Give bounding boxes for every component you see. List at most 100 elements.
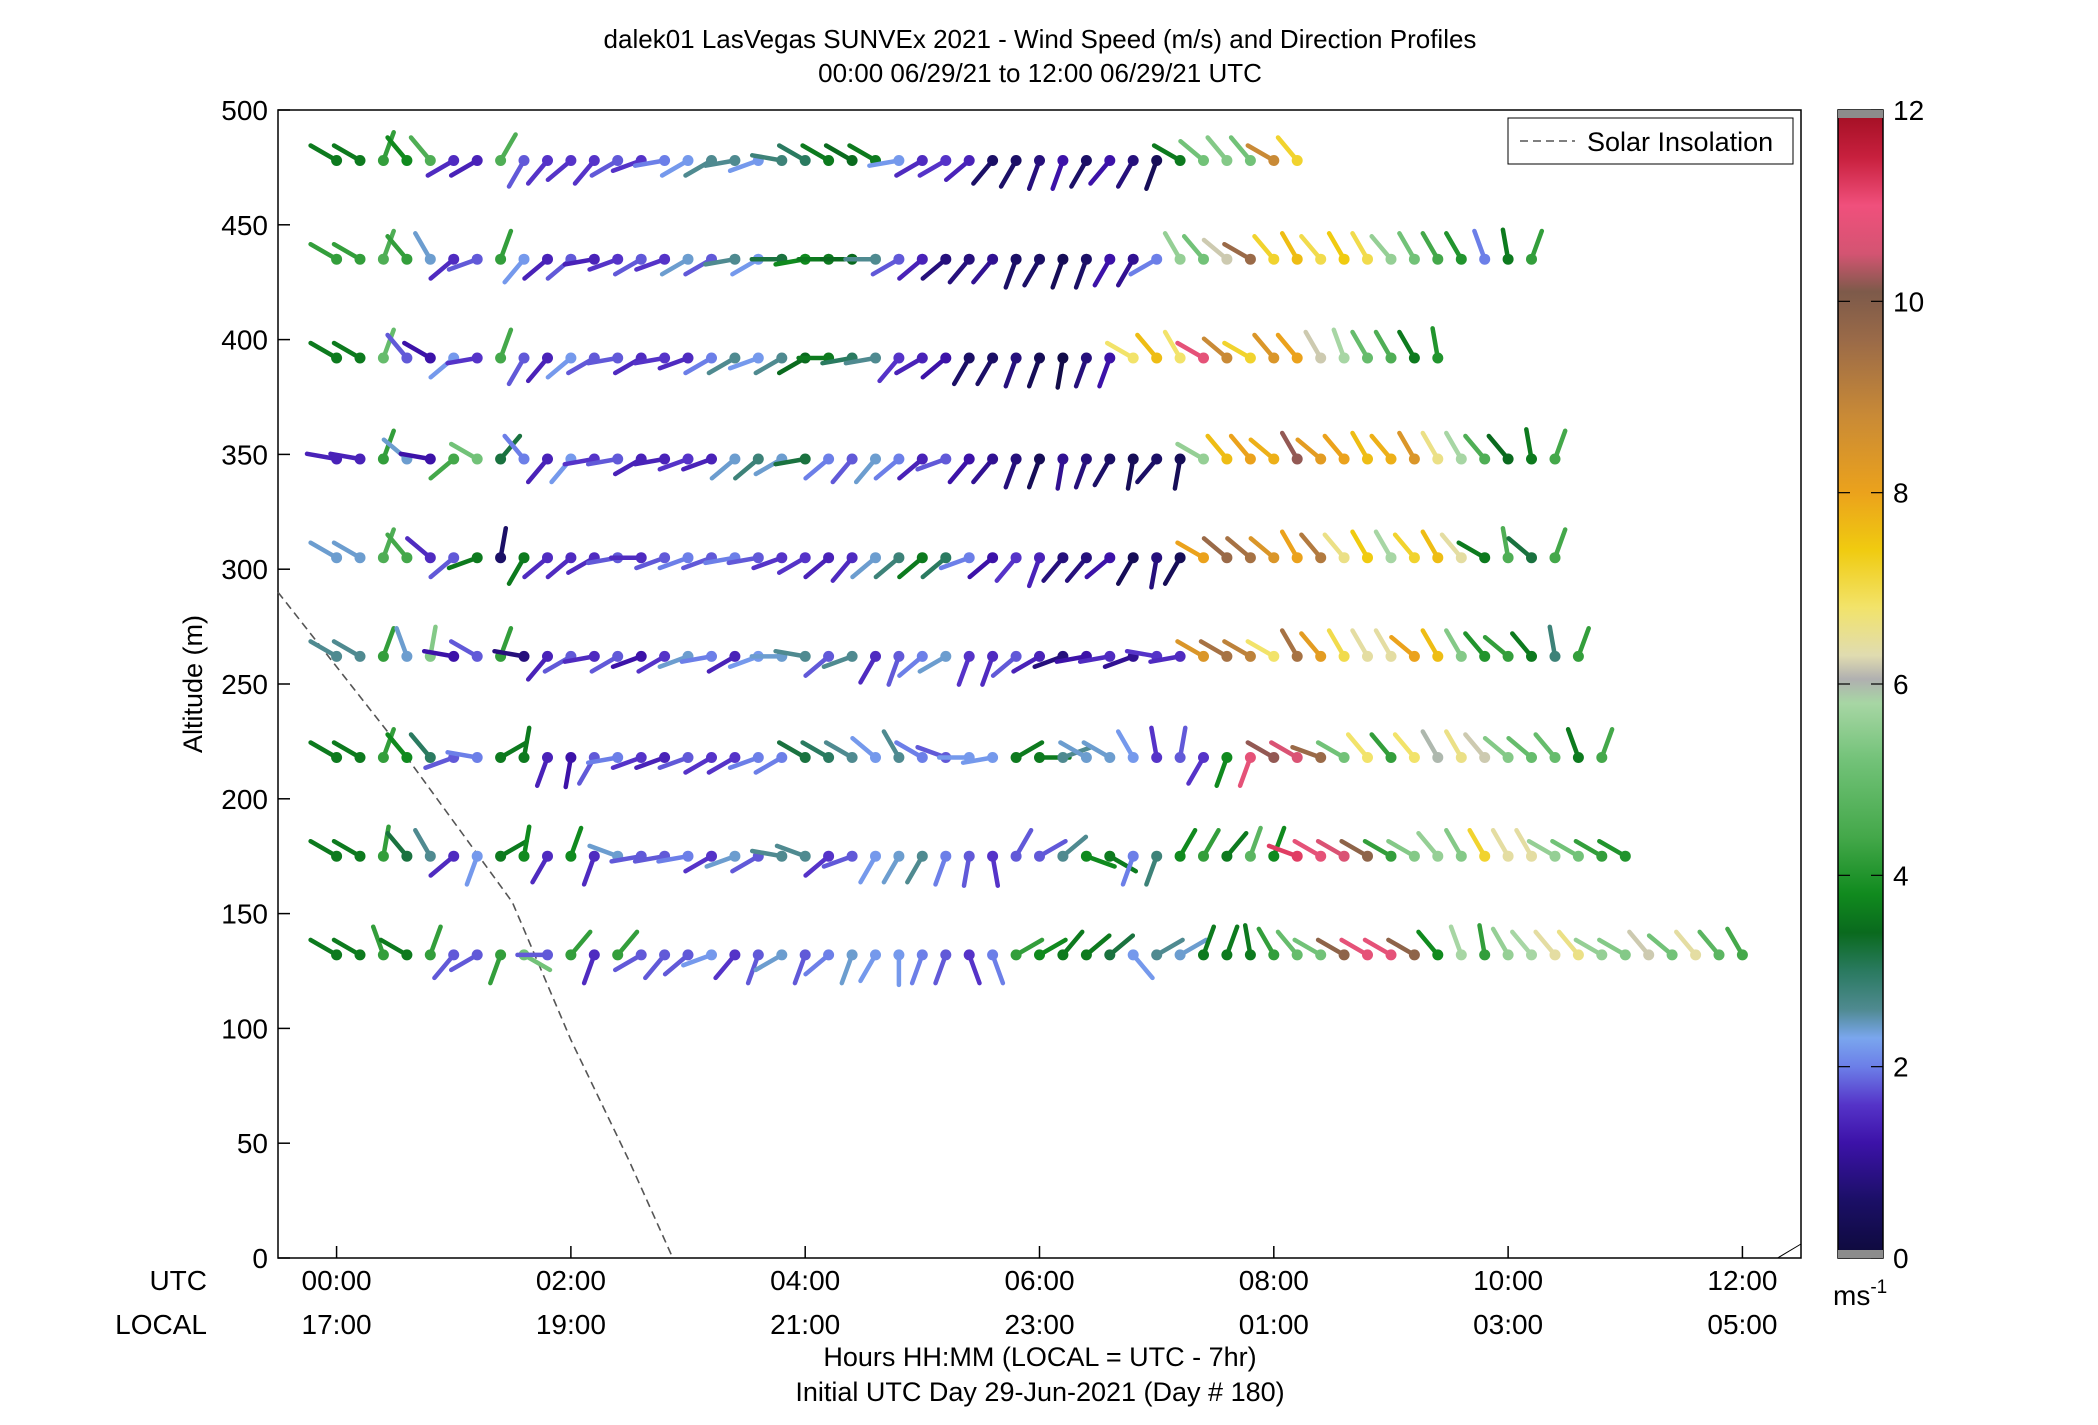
wind-barb	[1597, 838, 1631, 862]
wind-barb	[683, 850, 717, 874]
wind-barb	[1526, 838, 1561, 862]
wind-barb	[776, 143, 811, 166]
wind-barb	[897, 650, 928, 678]
wind-barb	[308, 838, 343, 862]
wind-barb	[1041, 552, 1069, 583]
wind-barb	[1627, 929, 1655, 961]
wind-barb	[495, 433, 523, 465]
wind-barb	[897, 253, 928, 281]
wind-barb	[1073, 453, 1092, 490]
wind-barb	[733, 453, 764, 481]
colorbar-tick-label: 8	[1893, 478, 1909, 509]
wind-barb	[1125, 453, 1139, 491]
wind-barb	[1077, 650, 1116, 664]
wind-barb	[894, 352, 928, 376]
wind-barb	[1127, 949, 1155, 981]
wind-barb	[530, 850, 553, 885]
wind-barb	[581, 949, 600, 986]
wind-barb	[522, 552, 553, 580]
x-tick-label-local: 23:00	[1004, 1309, 1074, 1340]
wind-barb	[1397, 231, 1420, 265]
x-tick-label-utc: 06:00	[1004, 1265, 1074, 1296]
y-tick-label: 450	[221, 210, 268, 241]
wind-barb	[1084, 552, 1116, 580]
wind-barb	[933, 850, 952, 887]
wind-barb	[703, 253, 741, 267]
wind-barb	[1279, 231, 1303, 265]
wind-barb	[612, 949, 647, 973]
wind-barb	[1482, 634, 1514, 662]
wind-barb	[495, 132, 518, 166]
wind-barb	[1198, 827, 1221, 862]
wind-barb	[726, 552, 764, 566]
wind-barb	[1222, 241, 1256, 265]
wind-barb	[502, 433, 530, 465]
wind-barb	[1055, 453, 1069, 491]
wind-barb	[893, 949, 905, 988]
wind-barb	[776, 552, 811, 575]
wind-barb	[328, 451, 366, 465]
wind-barb	[1350, 231, 1373, 265]
wind-barb	[881, 729, 905, 763]
wind-barb	[1205, 135, 1233, 166]
x-tick-label-local: 19:00	[536, 1309, 606, 1340]
legend-solar-label: Solar Insolation	[1587, 127, 1773, 157]
wind-barb	[920, 352, 952, 380]
wind-barb	[1245, 639, 1280, 662]
wind-barb	[421, 648, 460, 662]
wind-barb	[1279, 529, 1303, 564]
wind-barb	[1201, 336, 1233, 364]
legend: Solar Insolation	[1507, 117, 1794, 165]
wind-barb	[331, 241, 366, 265]
wind-barb	[515, 949, 553, 961]
wind-barb	[1279, 430, 1303, 465]
x-tick-label-local: 01:00	[1239, 1309, 1309, 1340]
y-tick-label: 250	[221, 669, 268, 700]
wind-barb	[1550, 838, 1584, 862]
wind-barb	[703, 155, 741, 168]
wind-barb	[800, 143, 835, 166]
wind-barb	[1228, 433, 1256, 465]
wind-barb	[858, 949, 881, 984]
wind-barb	[656, 850, 694, 864]
wind-barb	[589, 155, 624, 178]
wind-barb	[850, 735, 881, 763]
colorbar: 0 2 4 6 8 10 12 ms-1	[1833, 95, 1924, 1311]
wind-barb	[1268, 825, 1287, 862]
x-tick-label-local: 03:00	[1473, 1309, 1543, 1340]
wind-barb	[632, 155, 671, 168]
y-axis-ticks: 0 50 100 150 200 250 300 350 400 450 500	[221, 95, 290, 1274]
wind-barb	[1201, 536, 1233, 564]
wind-barb	[370, 924, 389, 961]
wind-barb	[1275, 135, 1303, 166]
wind-barb	[1162, 231, 1186, 265]
wind-barb	[331, 143, 366, 166]
wind-barb	[1149, 725, 1163, 763]
wind-barb	[1326, 231, 1350, 265]
wind-barb	[1463, 732, 1491, 763]
wind-barb	[823, 740, 858, 763]
row-label-local: LOCAL	[115, 1309, 207, 1340]
wind-barb	[681, 453, 717, 472]
wind-barb	[774, 843, 811, 862]
wind-barb	[1290, 744, 1327, 763]
wind-barb	[1420, 729, 1444, 763]
wind-barb	[843, 253, 881, 265]
wind-barb	[506, 155, 530, 189]
wind-barb	[563, 752, 577, 790]
wind-barb	[894, 740, 928, 763]
wind-barb	[1055, 352, 1069, 390]
x-axis-label: Hours HH:MM (LOCAL = UTC - 7hr)	[823, 1342, 1256, 1372]
y-tick-label: 500	[221, 95, 268, 126]
wind-barb	[1510, 929, 1537, 961]
wind-barb	[1252, 234, 1280, 265]
wind-barb	[1174, 725, 1188, 763]
wind-barb	[1148, 650, 1186, 664]
wind-barb	[1010, 827, 1034, 862]
colorbar-tick-label: 12	[1893, 95, 1924, 126]
wind-barb	[565, 825, 584, 862]
wind-barb	[562, 253, 600, 267]
wind-barb	[1299, 631, 1327, 662]
colorbar-unit: ms-1	[1833, 1277, 1887, 1311]
wind-barb	[706, 752, 741, 775]
